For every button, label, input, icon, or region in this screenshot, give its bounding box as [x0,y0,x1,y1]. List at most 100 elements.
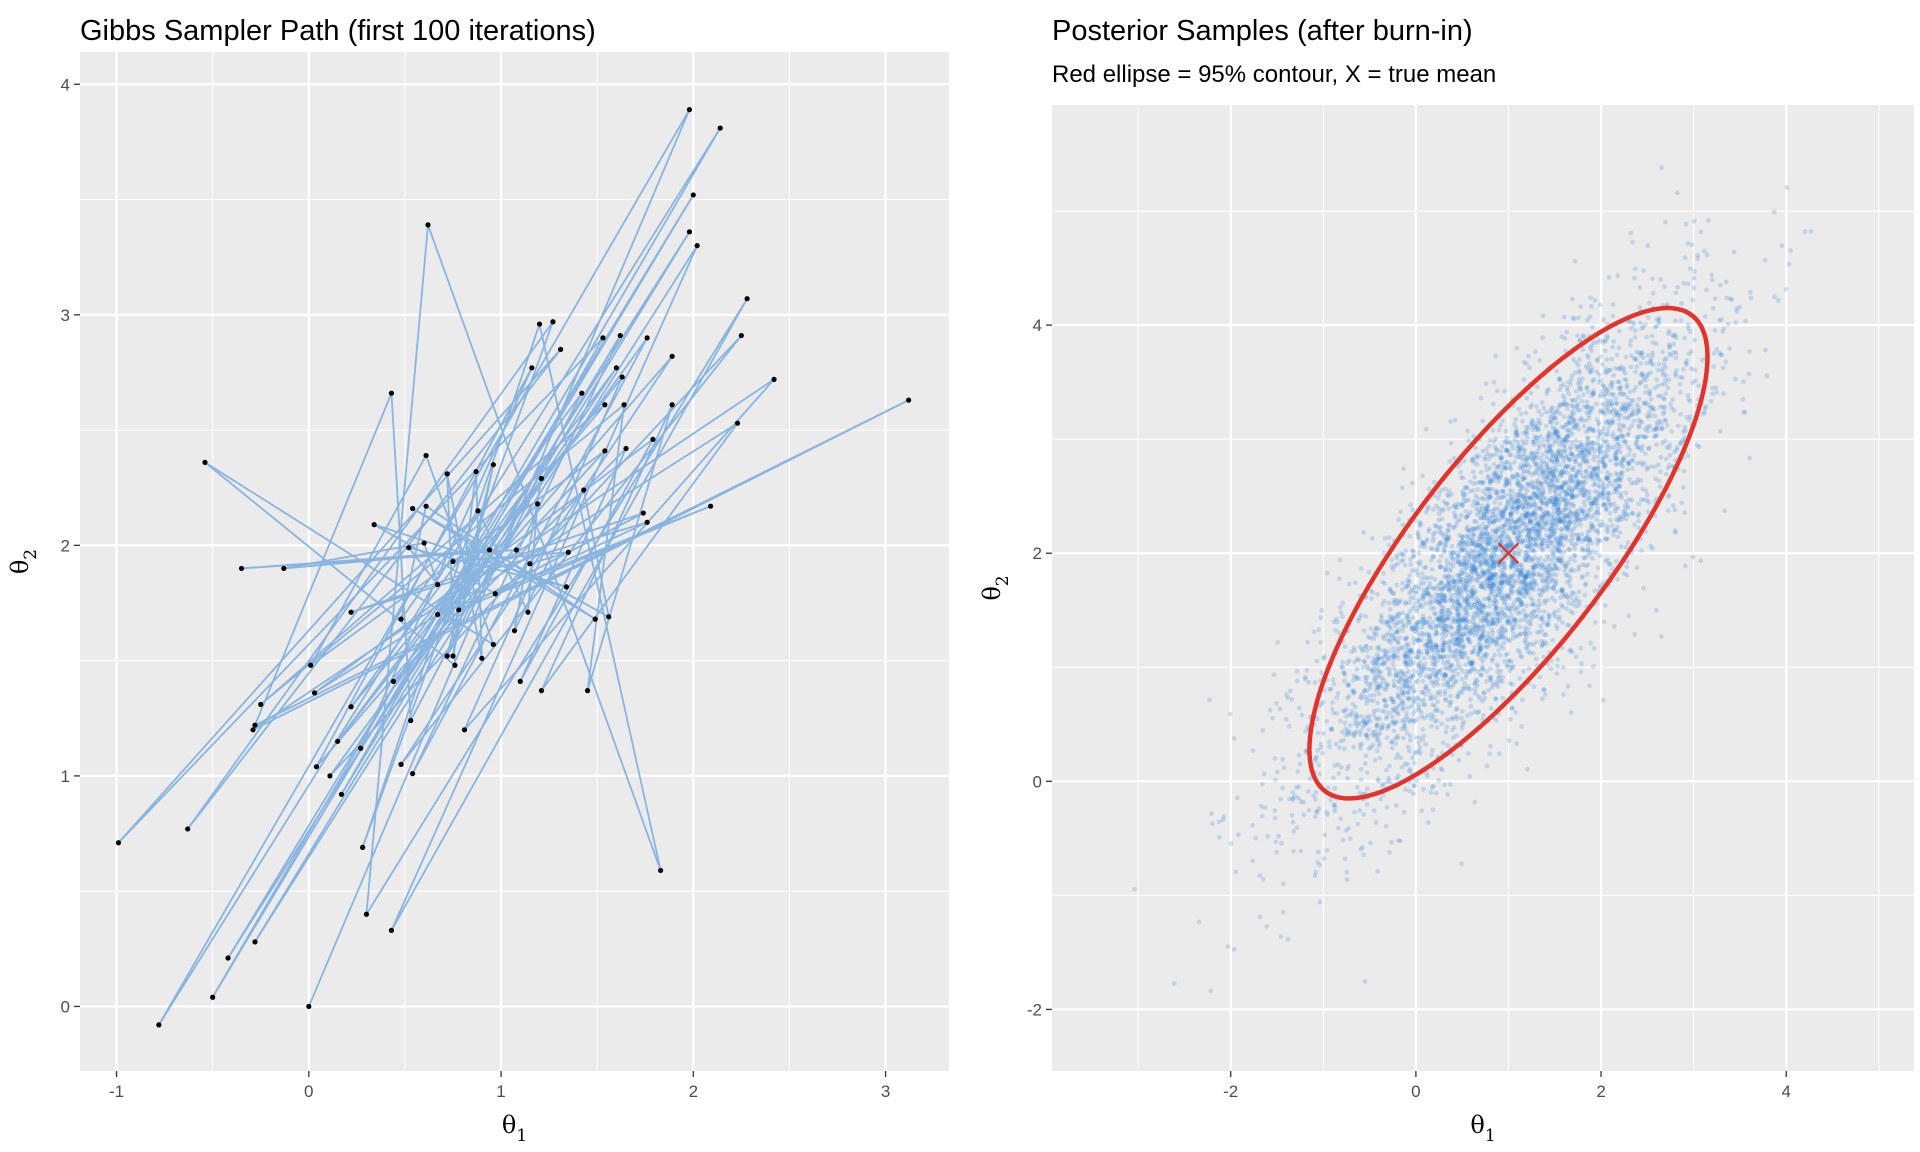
posterior-sample [1520,528,1526,534]
posterior-sample [1808,228,1814,234]
posterior-sample [1645,243,1651,248]
posterior-sample [1545,434,1551,440]
posterior-sample [1623,516,1629,522]
posterior-sample [1584,473,1590,479]
posterior-sample [1455,501,1461,507]
sample-point [527,561,533,567]
path-segment [350,521,648,614]
posterior-sample [1404,730,1410,736]
posterior-sample [1518,631,1524,637]
posterior-sample [1488,743,1493,749]
posterior-sample [1465,597,1471,602]
sample-point [492,591,498,597]
posterior-sample [1375,657,1381,662]
posterior-sample [1487,494,1493,500]
posterior-sample [1470,626,1476,632]
posterior-sample [1695,256,1700,262]
posterior-sample [1682,335,1687,341]
posterior-sample [1461,495,1467,501]
posterior-sample [1301,799,1306,805]
posterior-sample [1671,449,1677,455]
posterior-sample [1413,735,1419,740]
posterior-sample [1409,703,1415,709]
posterior-sample [1479,495,1485,501]
posterior-sample [1562,488,1567,494]
posterior-sample [1747,289,1753,295]
posterior-sample [1556,448,1562,454]
posterior-sample [1234,795,1240,801]
posterior-sample [1516,502,1522,508]
posterior-sample [1427,615,1433,621]
posterior-sample [1458,634,1464,640]
posterior-sample [1364,786,1370,792]
posterior-sample [1285,936,1291,942]
posterior-sample [1508,526,1514,532]
posterior-sample [1628,325,1634,331]
posterior-sample [1478,672,1484,678]
posterior-sample [1543,532,1549,538]
posterior-sample [1445,658,1451,664]
posterior-sample [1551,571,1556,577]
posterior-sample [1419,637,1424,643]
posterior-sample [1572,473,1578,479]
posterior-sample [1451,550,1457,556]
posterior-sample [1503,652,1509,658]
posterior-sample [1495,479,1501,484]
posterior-sample [1565,379,1571,385]
posterior-sample [1528,404,1533,410]
posterior-sample [1540,470,1546,476]
posterior-sample [1423,575,1428,580]
posterior-sample [1367,840,1373,846]
posterior-sample [1377,716,1383,722]
posterior-sample [1398,551,1403,557]
posterior-sample [1454,647,1460,653]
posterior-sample [1516,454,1522,460]
posterior-sample [1458,548,1464,554]
posterior-sample [1624,384,1630,390]
posterior-sample [1421,620,1427,626]
posterior-sample [1364,720,1370,726]
posterior-sample [1324,847,1330,853]
posterior-sample [1428,545,1434,551]
posterior-sample [1534,452,1540,457]
posterior-sample [1471,564,1477,570]
posterior-sample [1493,451,1499,457]
posterior-sample [1435,599,1441,605]
posterior-sample [1438,623,1444,629]
posterior-sample [1546,511,1552,516]
posterior-sample [1476,634,1482,639]
posterior-sample [1366,727,1372,733]
posterior-sample [1470,649,1475,655]
posterior-sample [1369,660,1375,665]
posterior-sample [1584,489,1590,494]
posterior-sample [1416,585,1422,591]
posterior-sample [1523,410,1529,416]
posterior-sample [1567,519,1573,525]
posterior-sample [1672,507,1678,513]
posterior-sample [1522,496,1528,502]
posterior-sample [1378,796,1384,802]
posterior-sample [1383,652,1389,658]
posterior-sample [1746,371,1752,377]
posterior-sample [1388,626,1394,632]
posterior-sample [1406,616,1412,622]
posterior-sample [1496,647,1502,653]
posterior-sample [1439,598,1445,604]
posterior-sample [1407,680,1413,686]
posterior-sample [1380,579,1386,585]
posterior-sample [1402,678,1408,684]
posterior-sample [1458,541,1463,547]
posterior-sample [1537,564,1543,570]
posterior-sample [1597,337,1603,343]
posterior-sample [1399,580,1405,586]
posterior-sample [1561,449,1567,455]
posterior-sample [1590,663,1596,669]
posterior-sample [1492,607,1498,613]
posterior-sample [1523,613,1529,618]
posterior-sample [1570,486,1575,492]
posterior-sample [1395,615,1401,620]
posterior-sample [1562,549,1568,555]
path-segment [204,461,494,646]
posterior-sample [1411,624,1417,630]
posterior-sample [1443,640,1449,646]
